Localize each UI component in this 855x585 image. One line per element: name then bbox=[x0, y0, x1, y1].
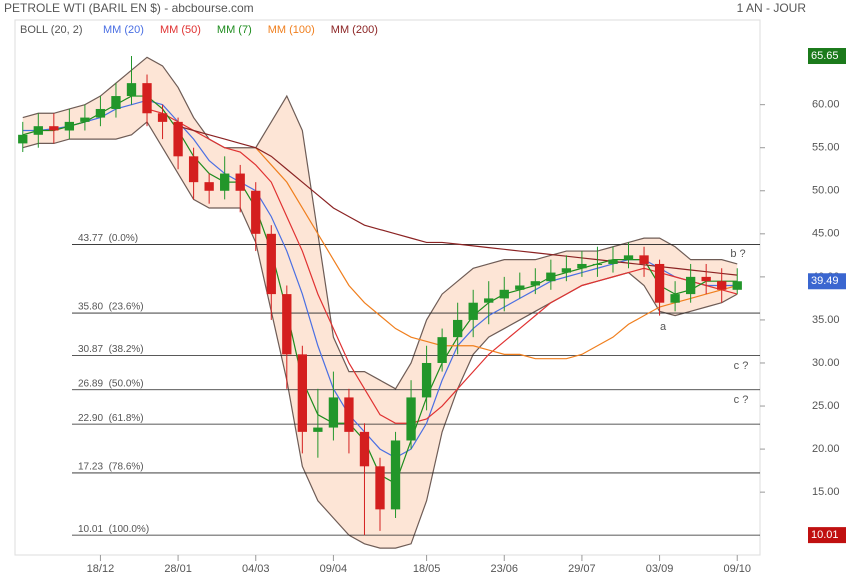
candle-body bbox=[530, 281, 540, 286]
candle-body bbox=[282, 294, 292, 355]
y-tick-label: 35.00 bbox=[812, 314, 840, 326]
candle-body bbox=[717, 281, 727, 290]
x-tick-label: 09/04 bbox=[320, 563, 348, 575]
x-tick-label: 03/09 bbox=[646, 563, 674, 575]
candle-body bbox=[375, 466, 385, 510]
x-tick-label: 04/03 bbox=[242, 563, 270, 575]
candle-body bbox=[515, 285, 525, 290]
legend: BOLL (20, 2) MM (20) MM (50) MM (7) MM (100)… bbox=[20, 24, 378, 36]
y-tick-label: 50.00 bbox=[812, 185, 840, 197]
y-tick-label: 20.00 bbox=[812, 443, 840, 455]
bollinger-area bbox=[22, 57, 738, 549]
candle-body bbox=[685, 276, 696, 295]
y-tick-label: 45.00 bbox=[812, 228, 840, 240]
fib-label: 10.01 (100.0%) bbox=[78, 524, 149, 535]
bollinger-upper bbox=[22, 56, 738, 390]
legend-entry: MM (50) bbox=[160, 24, 201, 36]
candle-body bbox=[453, 319, 463, 338]
candle-body bbox=[126, 83, 137, 97]
candle-body bbox=[421, 362, 432, 398]
legend-entry: BOLL (20, 2) bbox=[20, 24, 83, 36]
candle-body bbox=[220, 173, 230, 191]
price-box-label: 65.65 bbox=[811, 50, 839, 62]
price-box bbox=[808, 273, 846, 290]
x-tick-label: 18/12 bbox=[87, 563, 115, 575]
candle-body bbox=[157, 113, 168, 122]
candle-body bbox=[390, 440, 401, 510]
candle-body bbox=[188, 156, 199, 183]
annotation: b ? bbox=[730, 248, 745, 260]
candle-body bbox=[235, 173, 245, 191]
fib-label: 30.87 (38.2%) bbox=[78, 344, 144, 355]
chart-title: PETROLE WTI (BARIL EN $) - abcbourse.com bbox=[4, 1, 254, 15]
candle-body bbox=[499, 289, 509, 299]
candle-body bbox=[95, 108, 106, 118]
annotation: a bbox=[660, 321, 667, 333]
legend-entry: MM (7) bbox=[217, 24, 252, 36]
candle-body bbox=[173, 121, 183, 157]
candle-body bbox=[546, 272, 556, 282]
candle-body bbox=[406, 397, 416, 441]
legend-entry: MM (100) bbox=[268, 24, 315, 36]
candle-body bbox=[80, 117, 90, 122]
candle-body bbox=[49, 126, 59, 131]
candle-body bbox=[313, 427, 323, 432]
candle-body bbox=[592, 263, 603, 265]
candle-body bbox=[18, 134, 28, 144]
y-tick-label: 25.00 bbox=[812, 400, 840, 412]
moving-average bbox=[255, 147, 738, 360]
candle-body bbox=[437, 337, 447, 363]
fib-label: 22.90 (61.8%) bbox=[78, 413, 144, 424]
x-tick-label: 28/01 bbox=[164, 563, 192, 575]
candle-body bbox=[204, 182, 214, 191]
annotation: c ? bbox=[734, 360, 749, 372]
fib-label: 35.80 (23.6%) bbox=[78, 302, 144, 313]
y-tick-label: 55.00 bbox=[812, 142, 840, 154]
plot-frame bbox=[14, 19, 761, 556]
fib-label: 43.77 (0.0%) bbox=[78, 233, 138, 244]
moving-average bbox=[146, 108, 738, 424]
annotation: c ? bbox=[734, 394, 749, 406]
legend-entry: MM (20) bbox=[103, 24, 144, 36]
price-box-label: 10.01 bbox=[811, 529, 839, 541]
candle-body bbox=[344, 397, 354, 432]
candle-body bbox=[297, 354, 307, 432]
candle-body bbox=[251, 190, 261, 234]
candle-body bbox=[654, 263, 665, 303]
price-box bbox=[808, 48, 846, 65]
period: 1 AN - JOUR bbox=[737, 1, 807, 15]
candle-body bbox=[468, 302, 478, 320]
candle-body bbox=[701, 276, 711, 282]
fib-label: 26.89 (50.0%) bbox=[78, 378, 144, 389]
y-tick-label: 15.00 bbox=[812, 486, 840, 498]
x-tick-label: 29/07 bbox=[568, 563, 596, 575]
price-box bbox=[808, 527, 846, 544]
candle-body bbox=[266, 233, 276, 295]
x-tick-label: 18/05 bbox=[413, 563, 441, 575]
candle-body bbox=[64, 121, 75, 131]
candle-body bbox=[561, 268, 572, 273]
candle-body bbox=[328, 397, 339, 428]
candle-body bbox=[577, 263, 587, 269]
candle-body bbox=[608, 259, 618, 264]
x-tick-label: 09/10 bbox=[723, 563, 751, 575]
candle-body bbox=[33, 126, 43, 135]
candle-body bbox=[142, 83, 152, 114]
y-tick-label: 30.00 bbox=[812, 357, 840, 369]
legend-entry: MM (200) bbox=[331, 24, 378, 36]
candle-body bbox=[111, 96, 121, 109]
candle-body bbox=[670, 294, 680, 303]
candle-body bbox=[732, 281, 742, 290]
candle-body bbox=[623, 255, 634, 260]
price-box-label: 39.49 bbox=[811, 275, 839, 287]
candle-body bbox=[359, 431, 370, 467]
fib-label: 17.23 (78.6%) bbox=[78, 462, 144, 473]
y-tick-label: 60.00 bbox=[812, 99, 840, 111]
candle-body bbox=[484, 298, 494, 303]
candle-body bbox=[639, 255, 649, 264]
x-tick-label: 23/06 bbox=[490, 563, 518, 575]
